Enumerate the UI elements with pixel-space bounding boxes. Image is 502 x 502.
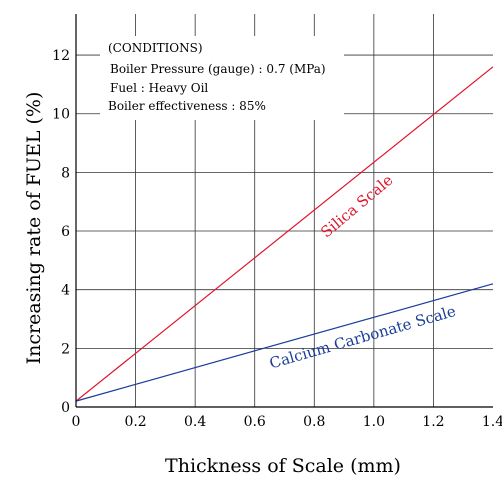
conditions-line-fuel: Fuel : Heavy Oil (110, 81, 208, 95)
x-tick-label: 0.4 (184, 414, 206, 430)
x-tick-label: 0 (72, 414, 81, 430)
y-axis-title: Increasing rate of FUEL (%) (23, 92, 45, 365)
x-axis-title: Thickness of Scale (mm) (165, 455, 401, 477)
silica-scale-line (75, 66, 494, 402)
y-tick-label: 4 (61, 283, 70, 299)
y-tick-label: 8 (61, 165, 70, 181)
y-tick-label: 6 (61, 224, 70, 240)
x-tick-label: 0.8 (303, 414, 325, 430)
series-lines (75, 66, 494, 402)
conditions-box: (CONDITIONS) Boiler Pressure (gauge) : 0… (100, 36, 344, 120)
calcium-carbonate-scale-label: Calcium Carbonate Scale (267, 302, 457, 372)
x-tick-label: 1.2 (422, 414, 444, 430)
y-tick-label: 2 (61, 341, 70, 357)
calcium-carbonate-scale-line (75, 283, 494, 402)
conditions-line-effectiveness: Boiler effectiveness : 85% (108, 99, 266, 113)
conditions-heading: (CONDITIONS) (108, 41, 203, 55)
x-tick-label: 0.2 (124, 414, 146, 430)
y-tick-label: 12 (52, 48, 70, 64)
x-tick-label: 0.6 (244, 414, 266, 430)
conditions-line-pressure: Boiler Pressure (gauge) : 0.7 (MPa) (110, 62, 326, 76)
tick-labels: 0 0.2 0.4 0.6 0.8 1.0 1.2 1.4 0 2 4 6 8 10 12 (52, 48, 502, 430)
x-tick-label: 1.0 (363, 414, 385, 430)
x-tick-label: 1.4 (482, 414, 502, 430)
y-tick-label: 0 (61, 400, 70, 416)
axes (75, 14, 493, 408)
y-tick-label: 10 (52, 107, 70, 123)
